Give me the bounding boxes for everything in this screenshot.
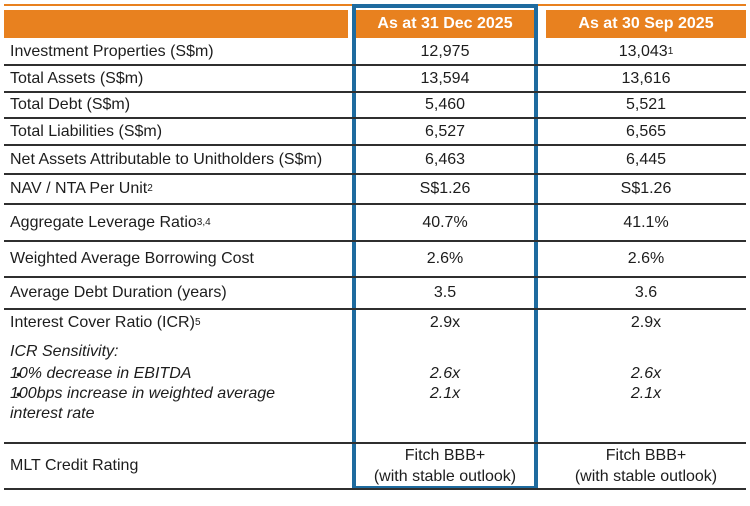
value-dec-2025: 2.6% (426, 250, 464, 267)
table-row: Total Liabilities (S$m) 6,527 6,565 (0, 119, 750, 144)
table-row: Net Assets Attributable to Unitholders (… (0, 146, 750, 173)
table-row: Total Debt (S$m) 5,460 5,521 (0, 93, 750, 117)
value-dec-2025: 5,460 (424, 96, 466, 113)
value-dec-2025: 13,594 (420, 69, 470, 87)
value-sep-2025: Fitch BBB+ (with stable outlook) (574, 447, 718, 485)
row-divider (4, 240, 746, 242)
icr-sensitivity-item: • 10% decrease in EBITDA 2.6x 2.6x (0, 363, 750, 384)
row-divider (4, 117, 746, 119)
value-sep-2025: 41.1% (623, 213, 669, 231)
value-dec-2025: 6,527 (424, 122, 466, 140)
value-dec-2025: S$1.26 (419, 180, 471, 197)
table-row: Total Assets (S$m) 13,594 13,616 (0, 66, 750, 91)
table-row: Average Debt Duration (years) 3.5 3.6 (0, 278, 750, 308)
value-dec-2025: 2.1x (429, 384, 461, 402)
table-row: Weighted Average Borrowing Cost 2.6% 2.6… (0, 242, 750, 276)
icr-sensitivity-label: 100bps increase in weighted average (10, 384, 276, 402)
row-divider (4, 308, 746, 310)
value-sep-2025: 5,521 (625, 96, 667, 113)
row-divider (4, 91, 746, 93)
value-dec-2025: 40.7% (422, 213, 468, 231)
value-sep-2025: 2.6% (627, 250, 665, 267)
value-dec-2025: 2.9x (429, 314, 461, 331)
value-sep-2025: 13,616 (621, 69, 671, 87)
value-sep-2025: 2.1x (630, 384, 662, 402)
header-label-sep-2025: As at 30 Sep 2025 (578, 15, 714, 32)
value-dec-2025: 3.5 (433, 284, 457, 301)
row-label: Total Assets (S$m) (10, 69, 144, 87)
table-row: Aggregate Leverage Ratio 3,4 40.7% 41.1% (0, 205, 750, 240)
header-cell-dec-2025 (352, 10, 538, 38)
icr-sensitivity-title-row: ICR Sensitivity: (0, 341, 750, 362)
icr-sensitivity-label: 10% decrease in EBITDA (10, 364, 192, 382)
row-divider (4, 442, 746, 444)
row-divider (4, 203, 746, 205)
row-label: Interest Cover Ratio (ICR) 5 (10, 314, 201, 331)
value-dec-2025: 2.6x (429, 364, 461, 382)
row-label: Weighted Average Borrowing Cost (10, 250, 254, 267)
row-label: Net Assets Attributable to Unitholders (… (10, 150, 323, 168)
value-sep-2025: 3.6 (634, 284, 658, 301)
value-sep-2025: 2.6x (630, 364, 662, 382)
row-divider (4, 173, 746, 175)
value-sep-2025: S$1.26 (620, 180, 672, 197)
row-divider (4, 144, 746, 146)
icr-sensitivity-title: ICR Sensitivity: (10, 342, 119, 360)
bullet-icon: • (16, 385, 21, 402)
row-label: Average Debt Duration (years) (10, 284, 227, 301)
credit-rating-row: MLT Credit Rating Fitch BBB+ (with stabl… (0, 444, 750, 488)
value-dec-2025: 12,975 (420, 42, 470, 60)
bullet-icon: • (16, 365, 21, 382)
table-row: Interest Cover Ratio (ICR) 5 2.9x 2.9x (0, 310, 750, 336)
row-label: MLT Credit Rating (10, 457, 139, 474)
icr-sensitivity-item-continuation: interest rate (0, 403, 750, 424)
value-sep-2025: 2.9x (630, 314, 662, 331)
row-label: Total Debt (S$m) (10, 96, 131, 113)
row-divider (4, 276, 746, 278)
table-row: NAV / NTA Per Unit 2 S$1.26 S$1.26 (0, 175, 750, 203)
icr-sensitivity-item: • 100bps increase in weighted average 2.… (0, 383, 750, 404)
value-sep-2025: 6,445 (625, 150, 667, 168)
header-cell-sep-2025 (546, 10, 746, 38)
current-quarter-highlight-box (352, 4, 538, 490)
value-dec-2025: Fitch BBB+ (with stable outlook) (373, 447, 517, 485)
value-sep-2025: 6,565 (625, 122, 667, 140)
row-label: Aggregate Leverage Ratio 3,4 (10, 213, 211, 231)
row-label: NAV / NTA Per Unit 2 (10, 180, 153, 197)
value-dec-2025: 6,463 (424, 150, 466, 168)
icr-sensitivity-label: interest rate (10, 404, 95, 422)
row-divider (4, 64, 746, 66)
table-row: Investment Properties (S$m) 12,975 13,04… (0, 39, 750, 64)
table-bottom-line (4, 488, 746, 490)
header-band-left (4, 10, 348, 38)
header-label-dec-2025: As at 31 Dec 2025 (377, 15, 513, 32)
row-label: Total Liabilities (S$m) (10, 122, 163, 140)
value-sep-2025: 13,043 1 (618, 42, 674, 60)
row-label: Investment Properties (S$m) (10, 42, 214, 60)
